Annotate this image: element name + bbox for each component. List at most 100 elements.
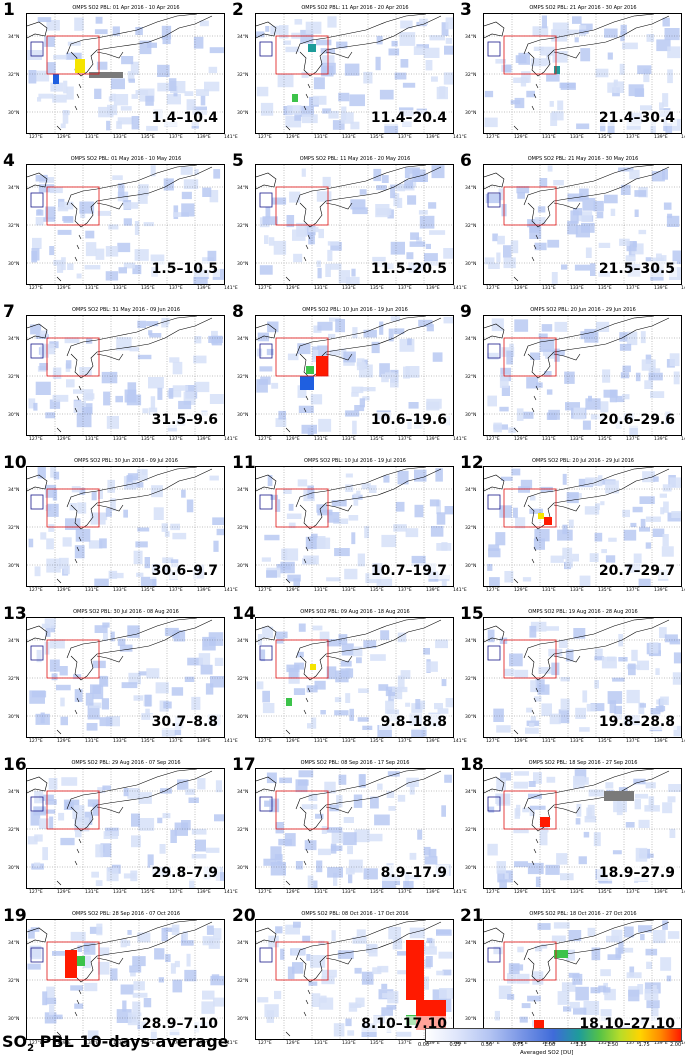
lon-label: 141°E <box>224 1041 238 1046</box>
lat-label: 30°N <box>465 262 477 267</box>
lon-label: 127°E <box>486 588 500 593</box>
map-panel: 19 OMPS SO2 PBL: 28 Sep 2016 - 07 Oct 201… <box>2 906 238 1059</box>
panel-title: OMPS SO2 PBL: 18 Oct 2016 - 27 Oct 2016 <box>529 911 637 917</box>
lat-label: 30°N <box>8 111 20 116</box>
lon-label: 127°E <box>258 135 272 140</box>
lon-label: 135°E <box>370 1041 384 1046</box>
date-range-label: 10.7–19.7 <box>368 563 449 579</box>
lat-label: 30°N <box>237 564 249 569</box>
lat-label: 34°N <box>465 790 477 795</box>
date-range-label: 30.6–9.7 <box>149 563 220 579</box>
lon-label: 141°E <box>681 739 685 744</box>
lon-label: 137°E <box>169 890 183 895</box>
date-range-label: 20.6–29.6 <box>596 412 677 428</box>
lon-label: 127°E <box>29 437 43 442</box>
map-panel: 7 OMPS SO2 PBL: 31 May 2016 - 09 Jun 2016… <box>2 302 238 455</box>
lon-label: 129°E <box>57 588 71 593</box>
lat-label: 30°N <box>465 715 477 720</box>
lon-label: 141°E <box>224 890 238 895</box>
lon-label: 135°E <box>141 286 155 291</box>
lat-label: 32°N <box>465 526 477 531</box>
panel-number: 7 <box>3 302 15 322</box>
lon-label: 133°E <box>342 890 356 895</box>
map-panel: 2 OMPS SO2 PBL: 11 Apr 2016 - 20 Apr 2016… <box>231 0 467 153</box>
lat-label: 34°N <box>8 186 20 191</box>
lon-label: 135°E <box>370 135 384 140</box>
map-panel: 16 OMPS SO2 PBL: 29 Aug 2016 - 07 Sep 201… <box>2 755 238 908</box>
lon-label: 139°E <box>654 286 668 291</box>
lat-label: 32°N <box>465 677 477 682</box>
lon-label: 131°E <box>542 135 556 140</box>
lon-label: 139°E <box>654 739 668 744</box>
lon-label: 131°E <box>85 437 99 442</box>
date-range-label: 29.8–7.9 <box>149 865 220 881</box>
map-panel: 3 OMPS SO2 PBL: 21 Apr 2016 - 30 Apr 2016… <box>459 0 685 153</box>
lon-label: 129°E <box>57 1041 71 1046</box>
lon-label: 137°E <box>169 437 183 442</box>
lon-label: 131°E <box>85 739 99 744</box>
lat-label: 32°N <box>8 979 20 984</box>
lon-label: 131°E <box>542 437 556 442</box>
colorbar-tick-label: 0.75 <box>512 1042 524 1048</box>
date-range-label: 19.8–28.8 <box>596 714 677 730</box>
panel-title: OMPS SO2 PBL: 01 Apr 2016 - 10 Apr 2016 <box>72 5 180 11</box>
lon-label: 141°E <box>453 1041 467 1046</box>
lon-label: 139°E <box>197 739 211 744</box>
lon-label: 133°E <box>570 588 584 593</box>
lon-label: 141°E <box>453 437 467 442</box>
lat-label: 30°N <box>237 413 249 418</box>
lon-label: 129°E <box>57 135 71 140</box>
lon-label: 137°E <box>398 437 412 442</box>
lon-label: 129°E <box>57 739 71 744</box>
panel-number: 13 <box>3 604 27 624</box>
panel-title: OMPS SO2 PBL: 08 Oct 2016 - 17 Oct 2016 <box>301 911 409 917</box>
panel-title: OMPS SO2 PBL: 21 Apr 2016 - 30 Apr 2016 <box>529 5 637 11</box>
lon-label: 139°E <box>197 135 211 140</box>
panel-number: 21 <box>460 906 484 926</box>
lat-label: 30°N <box>237 111 249 116</box>
panel-number: 14 <box>232 604 256 624</box>
lon-label: 127°E <box>486 1041 500 1046</box>
map-panel: 4 OMPS SO2 PBL: 01 May 2016 - 10 May 2016… <box>2 151 238 304</box>
lon-label: 127°E <box>258 286 272 291</box>
lon-label: 137°E <box>169 135 183 140</box>
panel-number: 16 <box>3 755 27 775</box>
lon-label: 133°E <box>113 437 127 442</box>
panel-title: OMPS SO2 PBL: 30 Jun 2016 - 09 Jul 2016 <box>74 458 178 464</box>
lat-label: 32°N <box>465 224 477 229</box>
lat-label: 30°N <box>237 1017 249 1022</box>
lon-label: 135°E <box>370 739 384 744</box>
lat-label: 32°N <box>8 73 20 78</box>
lat-label: 34°N <box>8 35 20 40</box>
map-panel: 14 OMPS SO2 PBL: 09 Aug 2016 - 18 Aug 201… <box>231 604 467 757</box>
lon-label: 133°E <box>342 588 356 593</box>
panel-number: 15 <box>460 604 484 624</box>
lon-label: 139°E <box>654 135 668 140</box>
date-range-label: 21.5–30.5 <box>596 261 677 277</box>
lon-label: 133°E <box>342 437 356 442</box>
so2-map <box>255 315 454 436</box>
lon-label: 137°E <box>169 286 183 291</box>
date-range-label: 11.4–20.4 <box>368 110 449 126</box>
lon-label: 131°E <box>85 588 99 593</box>
lon-label: 135°E <box>370 890 384 895</box>
lon-label: 139°E <box>426 588 440 593</box>
date-range-label: 9.8–18.8 <box>378 714 449 730</box>
lat-label: 34°N <box>8 488 20 493</box>
lon-label: 133°E <box>570 739 584 744</box>
lat-label: 32°N <box>8 526 20 531</box>
lon-label: 127°E <box>258 890 272 895</box>
lon-label: 127°E <box>486 890 500 895</box>
lon-label: 131°E <box>542 890 556 895</box>
lon-label: 137°E <box>169 1041 183 1046</box>
lon-label: 133°E <box>342 135 356 140</box>
lon-label: 129°E <box>286 1041 300 1046</box>
panel-number: 20 <box>232 906 256 926</box>
lon-label: 127°E <box>29 588 43 593</box>
lat-label: 32°N <box>237 677 249 682</box>
lon-label: 141°E <box>453 588 467 593</box>
lon-label: 135°E <box>141 588 155 593</box>
lon-label: 129°E <box>57 890 71 895</box>
lon-label: 133°E <box>113 739 127 744</box>
lon-label: 139°E <box>426 890 440 895</box>
